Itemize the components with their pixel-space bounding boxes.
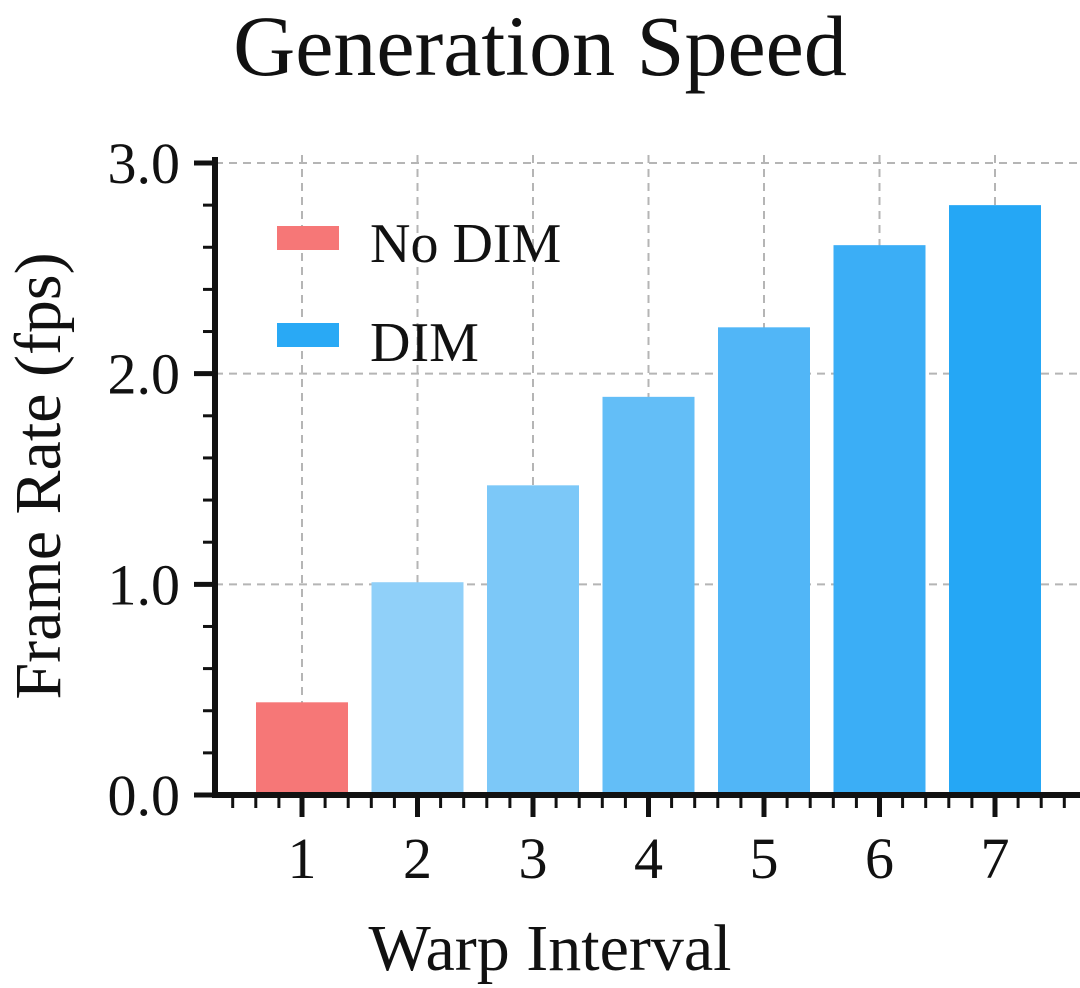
- bars: [256, 205, 1041, 796]
- legend-label-no-dim: No DIM: [370, 213, 561, 275]
- y-tick-label-0: 0.0: [108, 763, 181, 828]
- x-tick-label-5: 5: [750, 826, 779, 891]
- x-tick-label-3: 3: [519, 826, 548, 891]
- y-axis-title: Frame Rate (fps): [2, 252, 75, 699]
- x-tick-label-7: 7: [981, 826, 1010, 891]
- bar-1: [256, 702, 348, 795]
- x-tick-label-1: 1: [288, 826, 317, 891]
- x-tick-label-2: 2: [403, 826, 432, 891]
- y-tick-label-3: 3.0: [108, 131, 181, 196]
- bar-7: [949, 205, 1041, 796]
- y-tick-label-1: 1.0: [108, 552, 181, 617]
- bar-2: [371, 582, 464, 795]
- tick-labels: 0.0 1.0 2.0 3.0 1 2 3 4 5 6 7: [108, 131, 1010, 891]
- x-tick-label-4: 4: [634, 826, 663, 891]
- bar-4: [602, 396, 695, 795]
- x-axis-title: Warp Interval: [369, 912, 732, 985]
- chart-title: Generation Speed: [233, 0, 847, 94]
- ticks: [194, 160, 1066, 817]
- legend-swatch-dim: [277, 323, 339, 347]
- legend-label-dim: DIM: [370, 312, 479, 374]
- legend-swatch-no-dim: [277, 226, 339, 250]
- bar-3: [487, 485, 579, 795]
- bar-6: [833, 245, 926, 795]
- y-tick-label-2: 2.0: [108, 342, 181, 407]
- bar-5: [718, 327, 810, 795]
- legend: No DIM DIM: [277, 213, 561, 374]
- x-tick-label-6: 6: [865, 826, 894, 891]
